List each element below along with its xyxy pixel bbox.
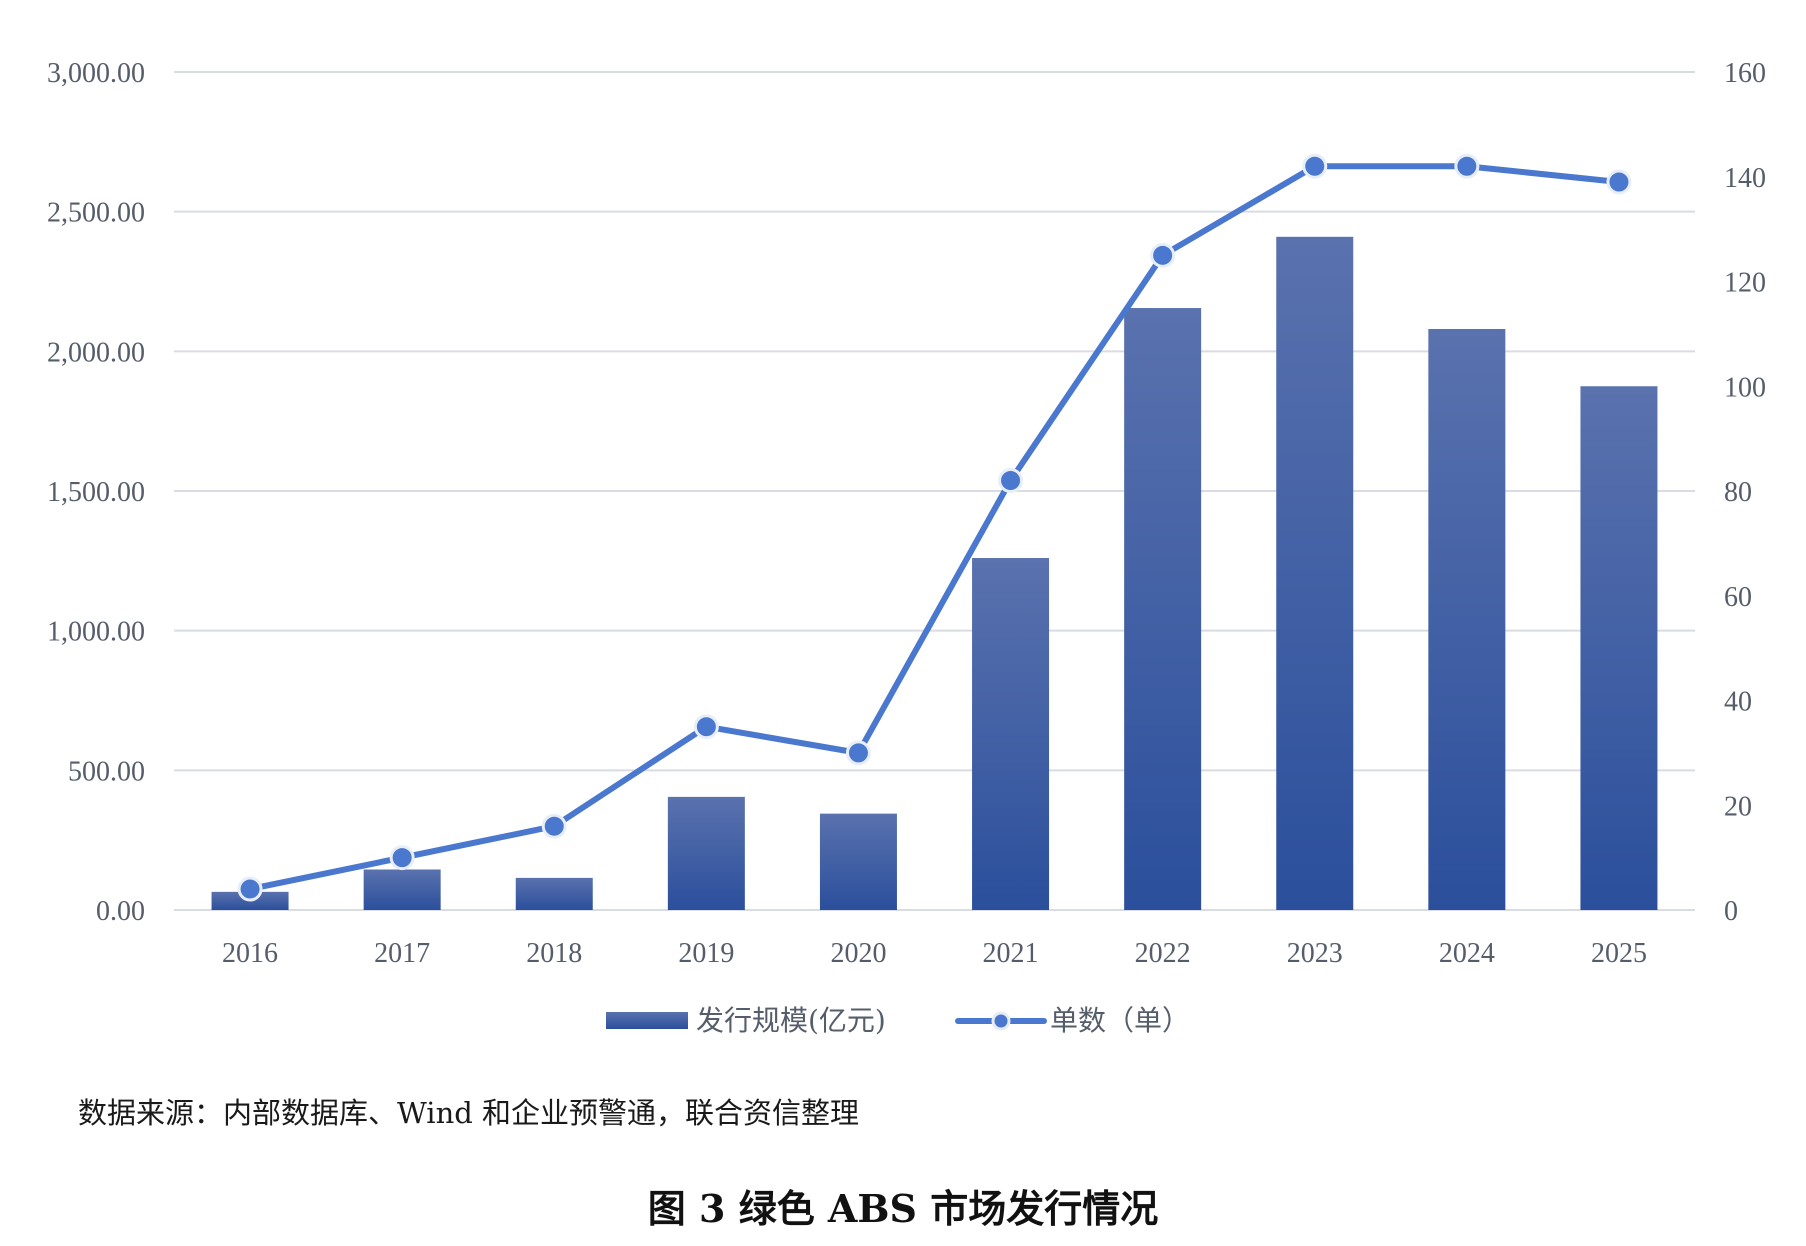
x-tick-label: 2021 [983,938,1039,969]
bar [1276,236,1354,911]
line-point [693,714,719,740]
left-tick-label: 2,000.00 [47,337,145,368]
source-note: 数据来源：内部数据库、Wind 和企业预警通，联合资信整理 [78,1096,860,1130]
x-tick-label: 2022 [1135,938,1191,969]
x-tick-label: 2020 [830,938,886,969]
right-tick-label: 160 [1724,58,1766,89]
line-point [1606,169,1632,195]
x-tick-label: 2023 [1287,938,1343,969]
right-tick-label: 40 [1724,687,1752,718]
left-tick-label: 2,500.00 [47,198,145,229]
line-point [237,876,263,902]
legend-line-label: 单数（单） [1050,1004,1190,1037]
right-y-axis: 0 20 40 60 80 100 120 140 160 [1724,58,1766,927]
line-series [237,153,1632,902]
x-tick-label: 2019 [678,938,734,969]
line-point [541,813,567,839]
bar [363,869,441,910]
left-tick-label: 500.00 [68,756,145,787]
line-point [998,468,1024,494]
right-tick-label: 100 [1724,372,1766,403]
legend-bar-label: 发行规模(亿元) [696,1004,886,1037]
right-tick-label: 0 [1724,896,1738,927]
x-tick-label: 2018 [526,938,582,969]
left-tick-label: 1,000.00 [47,617,145,648]
legend: 发行规模(亿元) 单数（单） [606,1004,1190,1037]
bar [515,877,593,910]
x-tick-label: 2025 [1591,938,1647,969]
bar [1124,308,1202,911]
right-tick-label: 140 [1724,163,1766,194]
bar [1580,386,1658,910]
line-point [1150,242,1176,268]
line-path [247,163,1622,893]
bar [1428,328,1506,910]
x-tick-label: 2017 [374,938,430,969]
left-tick-label: 3,000.00 [47,58,145,89]
gridlines [174,71,1695,911]
right-tick-label: 80 [1724,477,1752,508]
bar [972,558,1050,910]
line-point [845,740,871,766]
x-axis: 2016 2017 2018 2019 2020 2021 2022 2023 2024 2025 [222,938,1647,969]
legend-bar-swatch [606,1012,688,1029]
left-tick-label: 0.00 [96,896,145,927]
left-y-axis: 0.00 500.00 1,000.00 1,500.00 2,000.00 2,500.… [47,58,145,927]
left-tick-label: 1,500.00 [47,477,145,508]
bar-series [211,236,1658,911]
right-tick-label: 120 [1724,268,1766,299]
bar [819,813,897,910]
line-point [1454,153,1480,179]
right-tick-label: 60 [1724,582,1752,613]
line-point [389,845,415,871]
line-point [1302,153,1328,179]
legend-line-marker [991,1011,1011,1031]
bar [667,796,745,910]
right-tick-label: 20 [1724,791,1752,822]
x-tick-label: 2024 [1439,938,1495,969]
x-tick-label: 2016 [222,938,278,969]
figure-caption: 图 3 绿色 ABS 市场发行情况 [647,1186,1159,1231]
